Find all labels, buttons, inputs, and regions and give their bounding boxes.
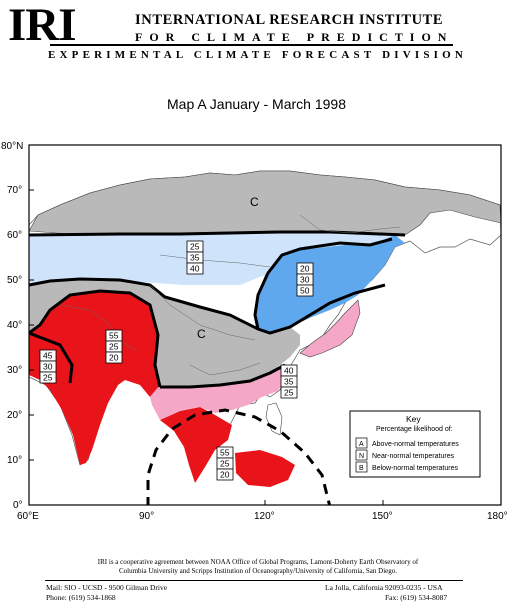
key-description: Above-normal temperatures <box>372 441 459 448</box>
probability-box: 55 25 20 <box>216 446 234 481</box>
box-value-below: 20 <box>109 353 119 363</box>
map-title: Map A January - March 1998 <box>167 96 346 112</box>
box-value-below: 25 <box>284 388 294 398</box>
organization-name: INTERNATIONAL RESEARCH INSTITUTE <box>135 12 444 28</box>
zone-climatology-middle <box>29 279 300 387</box>
zone-label-climatology: C <box>197 327 206 341</box>
probability-box: 55 25 20 <box>105 329 123 364</box>
lon-label: 90° <box>139 511 154 520</box>
box-value-above: 55 <box>109 331 119 341</box>
key-title: Key <box>406 414 421 424</box>
organization-subtitle: FOR CLIMATE PREDICTION <box>135 30 454 44</box>
lat-label: 70° <box>7 185 22 196</box>
lat-label: 80°N <box>1 141 23 152</box>
footer-mail-address: Mail: SIO - UCSD - 9500 Gilman Drive <box>46 583 168 592</box>
box-value-near: 35 <box>190 253 200 263</box>
footer-note: IRI is a cooperative agreement between N… <box>28 558 488 576</box>
key-letter: A <box>359 441 364 448</box>
lat-label: 40° <box>7 320 22 331</box>
division-name: EXPERIMENTAL CLIMATE FORECAST DIVISION <box>48 49 468 61</box>
footer-city-address: La Jolla, California 92093-0235 - USA <box>325 583 443 592</box>
key-letter: B <box>359 465 364 472</box>
lon-label: 120° <box>254 511 275 520</box>
box-value-above: 20 <box>300 264 310 274</box>
axis-ticks <box>29 189 384 505</box>
box-value-above: 25 <box>190 242 200 252</box>
box-value-below: 25 <box>43 373 53 383</box>
key-description: Near-normal temperatures <box>372 453 455 460</box>
footer-phone: Phone: (619) 534-1868 <box>46 593 116 602</box>
footer-note-line: Columbia University and Scripps Institut… <box>118 566 397 575</box>
lat-label: 50° <box>7 275 22 286</box>
key-subtitle: Percentage likelihood of: <box>376 426 453 433</box>
lon-label: 180° <box>487 511 508 520</box>
philippines <box>265 402 283 436</box>
japan-island <box>299 299 361 358</box>
box-value-above: 40 <box>284 366 294 376</box>
box-value-near: 30 <box>43 362 53 372</box>
zone-below-normal-light <box>29 232 395 285</box>
box-value-near: 30 <box>300 275 310 285</box>
footer-note-line: IRI is a cooperative agreement between N… <box>97 558 419 566</box>
box-value-near: 25 <box>109 342 119 352</box>
box-value-near: 25 <box>220 459 230 469</box>
key-letter: N <box>359 453 364 460</box>
lat-label: 30° <box>7 365 22 376</box>
zone-above-normal-strong-india <box>29 291 160 465</box>
probability-box: 45 30 25 <box>39 349 57 384</box>
forecast-map: 80°N 70° 60° 50° 40° 30° 20° 10° 0° 60°E… <box>1 141 508 520</box>
lat-label: 10° <box>7 455 22 466</box>
key-description: Below-normal temperatures <box>372 465 458 472</box>
zone-above-normal-strong-islands <box>235 450 295 487</box>
box-value-near: 35 <box>284 377 294 387</box>
probability-box: 20 30 50 <box>296 262 314 297</box>
zone-above-normal-light <box>150 365 285 420</box>
country-borders <box>59 214 401 376</box>
dashed-boundary <box>146 408 332 505</box>
lon-label: 150° <box>372 511 393 520</box>
lat-label: 20° <box>7 410 22 421</box>
footer-fax: Fax: (619) 534-8087 <box>385 593 448 602</box>
zone-below-normal-strong <box>255 235 405 333</box>
map-key: Key Percentage likelihood of: A N B Abov… <box>349 410 481 478</box>
iri-logo: IRI <box>8 0 77 51</box>
box-value-below: 40 <box>190 264 200 274</box>
box-value-below: 20 <box>220 470 230 480</box>
lon-label: 60°E <box>17 511 39 520</box>
header-divider <box>50 44 453 46</box>
forecast-boundaries <box>29 230 406 389</box>
probability-box: 25 35 40 <box>186 240 204 275</box>
lat-label: 60° <box>7 230 22 241</box>
zone-label-climatology: C <box>250 195 259 209</box>
box-value-below: 50 <box>300 286 310 296</box>
footer-divider <box>45 580 463 581</box>
probability-box: 40 35 25 <box>280 364 298 399</box>
box-value-above: 45 <box>43 351 53 361</box>
box-value-above: 55 <box>220 448 230 458</box>
lat-label: 0° <box>13 500 23 511</box>
